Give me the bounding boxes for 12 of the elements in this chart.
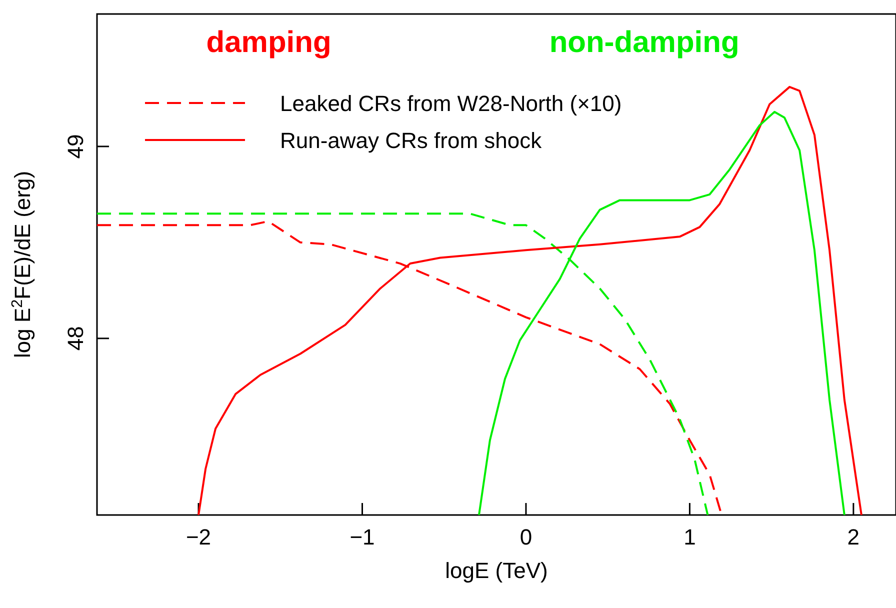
y-tick-label: 49	[63, 134, 88, 159]
x-tick-label: 2	[847, 524, 860, 550]
x-tick-label: 1	[684, 524, 696, 550]
y-tick-label: 48	[63, 326, 88, 351]
legend-label: Run-away CRs from shock	[280, 128, 543, 153]
annotation: damping	[206, 26, 332, 59]
x-tick-label: −1	[350, 524, 375, 550]
x-axis-title: logE (TeV)	[445, 558, 548, 583]
x-tick-label: −2	[186, 524, 212, 550]
annotation: non-damping	[549, 26, 740, 59]
x-tick-label: 0	[520, 524, 532, 550]
legend-label: Leaked CRs from W28-North (×10)	[280, 91, 622, 116]
